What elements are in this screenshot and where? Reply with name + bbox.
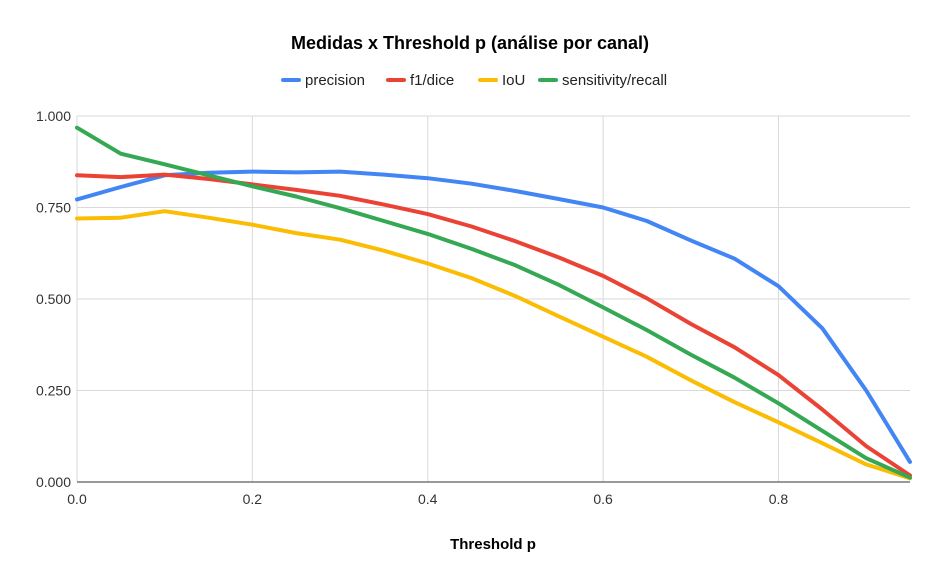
y-tick-label: 0.000 xyxy=(36,474,71,490)
chart-title: Medidas x Threshold p (análise por canal… xyxy=(291,33,649,53)
series-line-precision xyxy=(75,169,912,464)
y-tick-label: 0.250 xyxy=(36,383,71,399)
series-line-f1-dice xyxy=(75,172,912,478)
legend-label: sensitivity/recall xyxy=(562,72,667,89)
legend-label: IoU xyxy=(502,72,525,89)
x-axis-title: Threshold p xyxy=(450,536,536,553)
y-tick-label: 0.500 xyxy=(36,291,71,307)
x-tick-label: 0.4 xyxy=(418,491,438,507)
y-tick-label: 1.000 xyxy=(36,108,71,124)
series-line-iou xyxy=(75,209,912,481)
x-tick-label: 0.6 xyxy=(593,491,613,507)
y-tick-label: 0.750 xyxy=(36,200,71,216)
legend-label: precision xyxy=(305,72,365,89)
y-axis-ticks: 0.000 0.250 0.500 0.750 1.000 xyxy=(36,108,71,490)
legend: precision f1/dice IoU sensitivity/recall xyxy=(281,72,667,89)
x-tick-label: 0.8 xyxy=(769,491,789,507)
series-lines xyxy=(75,125,912,481)
x-axis-ticks: 0.0 0.2 0.4 0.6 0.8 xyxy=(67,491,788,507)
x-tick-label: 0.2 xyxy=(243,491,263,507)
series-line-sensitivity-recall xyxy=(75,125,912,480)
legend-label: f1/dice xyxy=(410,72,454,89)
x-tick-label: 0.0 xyxy=(67,491,87,507)
